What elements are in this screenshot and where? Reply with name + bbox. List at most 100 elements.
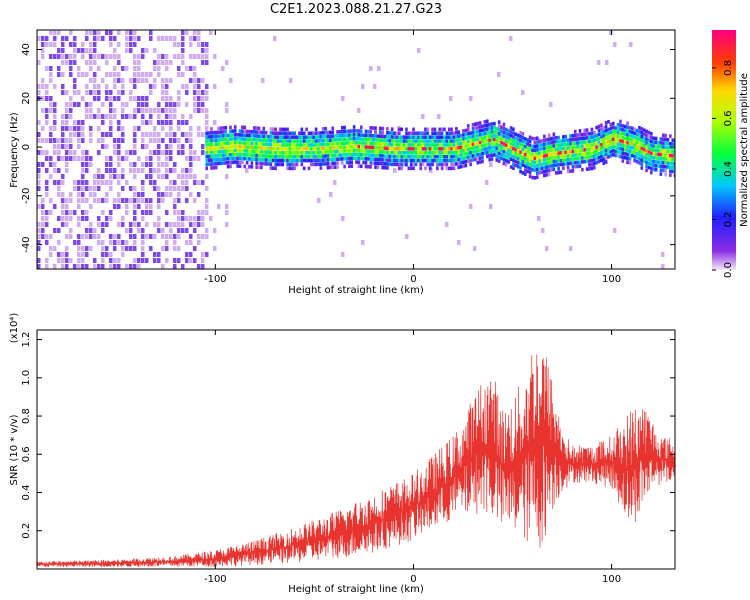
heatmap-cell	[97, 108, 101, 113]
heatmap-cell	[281, 139, 285, 143]
heatmap-cell	[483, 131, 487, 136]
heatmap-cell	[93, 72, 97, 77]
heatmap-cell	[153, 84, 157, 89]
heatmap-cell	[141, 168, 145, 173]
heatmap-cell	[181, 222, 185, 227]
heatmap-cell	[105, 60, 109, 65]
heatmap-cell	[219, 130, 223, 134]
heatmap-cell	[257, 149, 261, 154]
heatmap-cell	[121, 168, 125, 173]
heatmap-cell	[205, 186, 209, 191]
heatmap-cell	[597, 148, 601, 152]
heatmap-cell	[145, 144, 149, 149]
heatmap-cell	[440, 127, 444, 132]
heatmap-cell	[193, 150, 197, 155]
heatmap-cell	[357, 137, 361, 141]
heatmap-cell	[509, 141, 513, 146]
heatmap-cell	[645, 133, 648, 138]
heatmap-cell	[478, 140, 482, 145]
heatmap-cell	[340, 145, 344, 150]
heatmap-cell	[585, 139, 589, 144]
heatmap-cell	[471, 150, 475, 154]
heatmap-cell	[329, 142, 332, 146]
heatmap-cell	[409, 154, 413, 159]
heatmap-cell	[53, 42, 57, 47]
heatmap-cell	[559, 151, 563, 155]
heatmap-cell	[369, 153, 373, 157]
heatmap-cell	[133, 198, 137, 203]
heatmap-cell	[89, 66, 93, 71]
heatmap-cell	[319, 166, 323, 170]
heatmap-cell	[381, 142, 384, 147]
heatmap-cell	[121, 78, 125, 83]
heatmap-cell	[547, 137, 551, 142]
heatmap-cell	[81, 48, 85, 53]
heatmap-cell	[581, 132, 584, 137]
heatmap-cell	[317, 150, 320, 155]
heatmap-cell	[113, 54, 117, 59]
heatmap-cell	[562, 154, 565, 159]
heatmap-cell	[657, 164, 660, 168]
heatmap-cell	[507, 156, 510, 160]
heatmap-cell	[362, 145, 365, 149]
heatmap-cell	[609, 138, 613, 142]
heatmap-cell	[177, 174, 181, 179]
heatmap-cell	[336, 161, 339, 165]
heatmap-cell	[393, 162, 396, 167]
heatmap-cell	[433, 147, 437, 151]
heatmap-cell	[348, 137, 351, 141]
heatmap-cell	[521, 132, 525, 136]
heatmap-cell	[611, 141, 615, 145]
heatmap-cell	[276, 147, 280, 151]
heatmap-cell	[97, 198, 101, 203]
heatmap-cell	[269, 166, 273, 170]
heatmap-cell	[53, 150, 57, 155]
heatmap-cell	[352, 148, 356, 153]
heatmap-cell	[621, 139, 625, 144]
heatmap-cell	[476, 149, 480, 153]
heatmap-cell	[291, 158, 294, 163]
heatmap-cell	[233, 136, 237, 141]
heatmap-cell	[241, 137, 244, 141]
heatmap-cell	[145, 108, 149, 113]
heatmap-cell	[552, 159, 556, 164]
heatmap-cell	[526, 149, 529, 154]
heatmap-cell	[197, 108, 201, 113]
heatmap-cell	[217, 146, 220, 150]
heatmap-cell	[464, 159, 468, 164]
heatmap-cell	[519, 142, 522, 147]
heatmap-cell	[161, 192, 165, 197]
heatmap-cell	[61, 36, 65, 41]
heatmap-cell	[350, 137, 354, 141]
heatmap-cell	[205, 54, 209, 59]
heatmap-cell	[645, 160, 648, 165]
heatmap-cell	[350, 156, 354, 161]
heatmap-cell	[345, 149, 349, 153]
heatmap-cell	[286, 131, 289, 136]
heatmap-cell	[141, 192, 145, 197]
heatmap-cell	[177, 234, 181, 239]
heatmap-cell	[440, 143, 444, 147]
heatmap-cell	[288, 158, 292, 163]
heatmap-cell	[305, 143, 308, 147]
heatmap-cell	[173, 234, 177, 239]
heatmap-cell	[647, 150, 651, 154]
heatmap-cell	[161, 150, 165, 155]
heatmap-cell	[231, 129, 235, 133]
heatmap-cell	[129, 168, 133, 173]
heatmap-cell	[619, 127, 622, 132]
heatmap-cell	[262, 154, 266, 158]
heatmap-cell	[455, 150, 458, 155]
heatmap-cell	[466, 143, 470, 148]
heatmap-cell	[205, 143, 209, 147]
heatmap-cell	[428, 147, 432, 151]
heatmap-cell	[336, 153, 339, 158]
heatmap-cell	[189, 42, 193, 47]
heatmap-cell	[133, 66, 137, 71]
heatmap-cell	[161, 90, 165, 95]
heatmap-cell	[61, 60, 65, 65]
heatmap-cell	[345, 137, 349, 141]
heatmap-cell	[281, 147, 285, 151]
heatmap-cell	[269, 138, 273, 143]
heatmap-cell	[271, 139, 275, 143]
